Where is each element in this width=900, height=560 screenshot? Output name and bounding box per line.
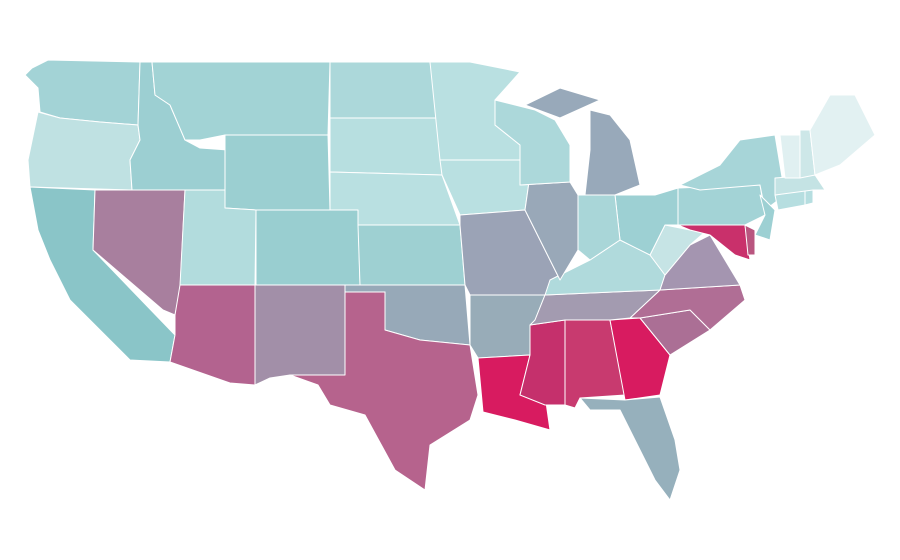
state-il — [519, 174, 579, 281]
state-me — [809, 94, 876, 176]
state-nm — [254, 284, 346, 386]
state-fl — [579, 396, 681, 501]
state-mt — [151, 61, 331, 141]
state-az — [169, 284, 256, 386]
state-oh — [614, 187, 679, 256]
state-ri — [804, 189, 814, 206]
state-ks — [357, 224, 466, 286]
state-pa — [677, 184, 766, 226]
state-nj — [754, 194, 776, 241]
state-de — [744, 224, 756, 256]
state-wy — [224, 134, 331, 211]
state-vt — [779, 134, 801, 179]
state-tx — [289, 291, 479, 491]
state-or — [27, 111, 141, 191]
state-wi — [494, 99, 571, 186]
state-tn — [529, 289, 661, 326]
state-co — [255, 209, 361, 286]
state-nd — [329, 61, 441, 119]
state-mi — [524, 87, 641, 196]
state-sd — [329, 117, 443, 176]
